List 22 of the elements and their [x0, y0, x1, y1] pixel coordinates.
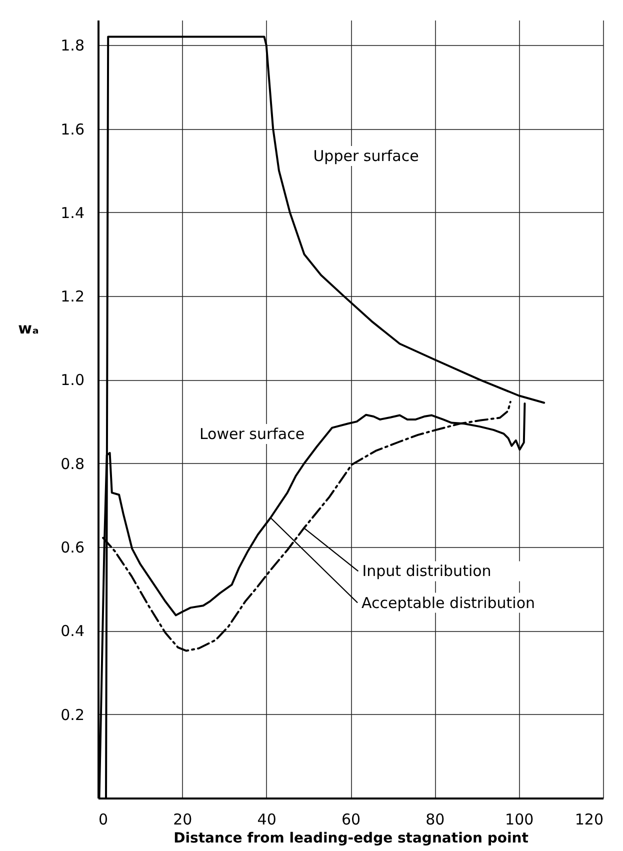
y-tick-label: 0.8 [60, 454, 84, 473]
x-axis-title: Distance from leading-edge stagnation point [174, 830, 529, 846]
annotation: Acceptable distribution [362, 594, 536, 612]
y-tick-label: 0.6 [60, 538, 84, 557]
annotation: Lower surface [199, 425, 305, 443]
annotation: Input distribution [362, 562, 492, 580]
y-tick-label: 1.0 [60, 371, 84, 390]
x-tick-label: 80 [426, 810, 445, 828]
annotation: Upper surface [313, 147, 419, 165]
x-tick-label: 100 [505, 810, 534, 828]
x-tick-label: 120 [574, 810, 604, 828]
y-tick-label: 1.4 [60, 204, 84, 222]
y-axis-title: wₐ [18, 320, 39, 338]
y-tick-label: 1.6 [60, 120, 84, 138]
x-tick-label: 40 [257, 810, 276, 828]
x-tick-label: 60 [341, 810, 361, 828]
y-tick-label: 0.2 [60, 706, 84, 724]
x-tick-label: 20 [173, 810, 192, 828]
x-tick-label: 0 [98, 810, 108, 828]
y-tick-label: 1.8 [60, 36, 84, 55]
y-tick-label: 1.2 [60, 288, 84, 306]
y-tick-label: 0.4 [60, 622, 84, 640]
